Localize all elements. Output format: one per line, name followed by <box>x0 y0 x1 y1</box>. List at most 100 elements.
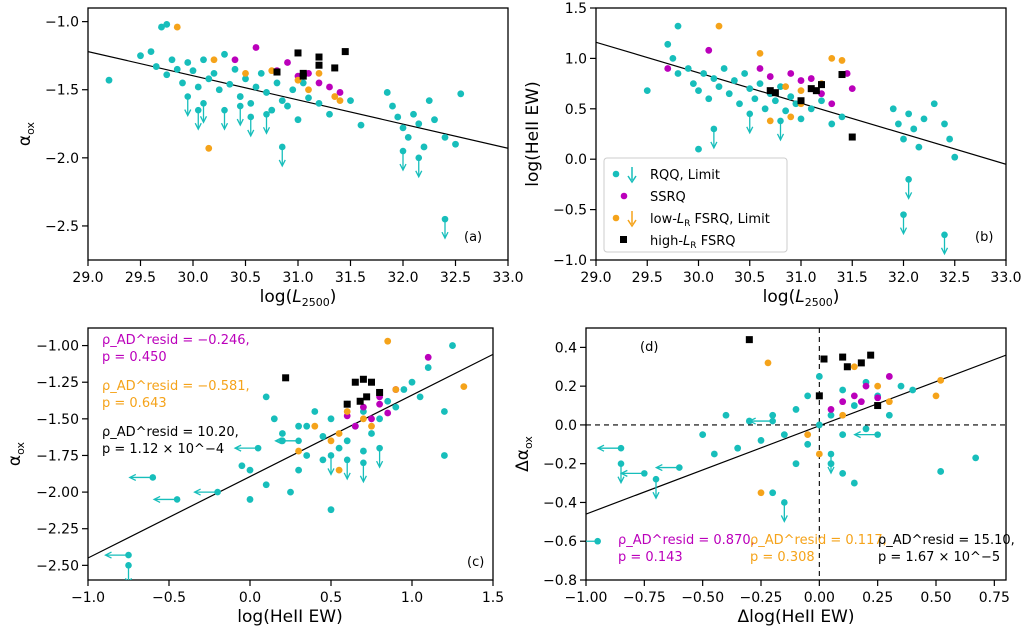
data-point <box>769 489 777 497</box>
upper-limit-marker <box>359 459 367 484</box>
data-point <box>720 65 728 72</box>
series-low-l-r-fsrq <box>715 22 846 125</box>
data-point <box>828 100 836 108</box>
limit-arrowhead <box>940 247 949 256</box>
upper-limit-marker <box>236 102 244 127</box>
data-point <box>189 67 197 75</box>
data-point <box>885 411 893 419</box>
data-point <box>315 53 323 61</box>
x-tick-label: 29.5 <box>125 270 156 286</box>
data-point <box>787 113 795 121</box>
legend-label-high-fsrq: high-LR FSRQ <box>650 234 735 251</box>
data-point <box>848 85 856 93</box>
p-value: p = 0.450 <box>102 350 167 365</box>
plot-frame <box>87 327 494 581</box>
left-limit-marker <box>152 495 181 504</box>
data-point <box>449 342 456 349</box>
limit-arrowhead <box>441 231 449 240</box>
data-point <box>252 83 260 91</box>
data-point <box>797 97 805 105</box>
limit-arrowhead <box>776 133 785 142</box>
data-point <box>792 406 800 413</box>
data-point <box>368 415 375 423</box>
correlation-stat: ρ_AD^resid = 10.20, <box>102 425 239 440</box>
left-limit-marker <box>853 431 881 439</box>
data-point <box>173 65 181 73</box>
limit-arrowhead <box>247 129 255 138</box>
data-point <box>746 85 754 93</box>
data-point <box>937 376 945 384</box>
data-point <box>294 49 302 57</box>
data-point <box>376 415 383 423</box>
data-point <box>828 120 836 128</box>
data-point <box>284 59 291 66</box>
data-point <box>303 422 311 430</box>
data-point <box>838 113 846 121</box>
data-point <box>827 460 835 468</box>
data-point <box>941 120 948 128</box>
data-point <box>262 393 270 401</box>
p-value: p = 0.643 <box>102 396 167 411</box>
limit-arrowhead <box>376 460 384 469</box>
upper-limit-marker <box>415 154 423 179</box>
left-limit-marker <box>619 469 648 477</box>
fit-line <box>88 353 493 559</box>
data-point <box>327 415 335 423</box>
data-point <box>331 93 339 100</box>
data-point <box>416 393 424 401</box>
limit-arrowhead <box>343 472 351 481</box>
data-point <box>262 481 270 489</box>
data-point <box>850 402 858 409</box>
data-point <box>862 425 870 433</box>
data-point <box>158 23 165 31</box>
x-tick-label: 30.0 <box>177 270 208 286</box>
series-high-l-r-fsrq <box>273 48 349 80</box>
data-point <box>311 408 319 415</box>
data-point <box>363 393 371 401</box>
data-point <box>766 87 774 95</box>
x-tick-label: −0.25 <box>740 590 783 606</box>
data-point <box>838 71 846 79</box>
data-point <box>415 120 423 128</box>
panel-d: Δlog(HeII EW) Δαox (d) −1.00 −0.75 −0.50 −0… <box>513 327 1015 627</box>
legend-marker-rqq <box>612 170 620 178</box>
limit-arrowhead <box>278 159 286 168</box>
x-tick-label: 1.0 <box>401 590 423 606</box>
data-point <box>137 52 144 60</box>
limit-arrowhead <box>905 192 913 200</box>
data-point <box>278 97 286 105</box>
data-point <box>756 49 764 57</box>
data-point <box>807 105 815 113</box>
y-tick-label: −0.6 <box>543 534 577 550</box>
limit-arrowhead <box>199 116 208 124</box>
data-point <box>839 469 847 477</box>
data-point <box>441 408 448 415</box>
data-point <box>780 431 788 439</box>
data-point <box>710 75 718 82</box>
y-tick-label: −1.0 <box>553 253 587 269</box>
data-point <box>163 71 171 79</box>
data-point <box>341 48 349 56</box>
data-point <box>384 337 392 345</box>
limit-arrowhead <box>194 122 202 131</box>
upper-limit-marker <box>262 110 271 135</box>
data-point <box>294 76 302 84</box>
data-point <box>839 431 847 439</box>
data-point <box>343 400 351 408</box>
left-limit-marker <box>596 444 625 452</box>
y-tick-label: −0.8 <box>543 573 577 589</box>
limit-arrowhead <box>654 463 663 472</box>
y-tick-label: −0.2 <box>543 457 577 473</box>
x-axis-label: log(L2500) <box>763 287 840 309</box>
data-point <box>804 431 812 439</box>
data-point <box>273 79 281 87</box>
data-point <box>319 456 327 464</box>
data-point <box>431 116 438 124</box>
series-low-l-r-fsrq <box>757 359 945 497</box>
y-tick-label: 0.0 <box>565 152 587 168</box>
data-point <box>221 50 228 58</box>
data-point <box>210 69 218 77</box>
panel-a: log(L2500) αox (a) 29.0 29.5 30.0 30.5 31.0 3… <box>15 7 524 309</box>
y-tick-label: 1.5 <box>565 1 587 17</box>
data-point <box>410 110 417 118</box>
